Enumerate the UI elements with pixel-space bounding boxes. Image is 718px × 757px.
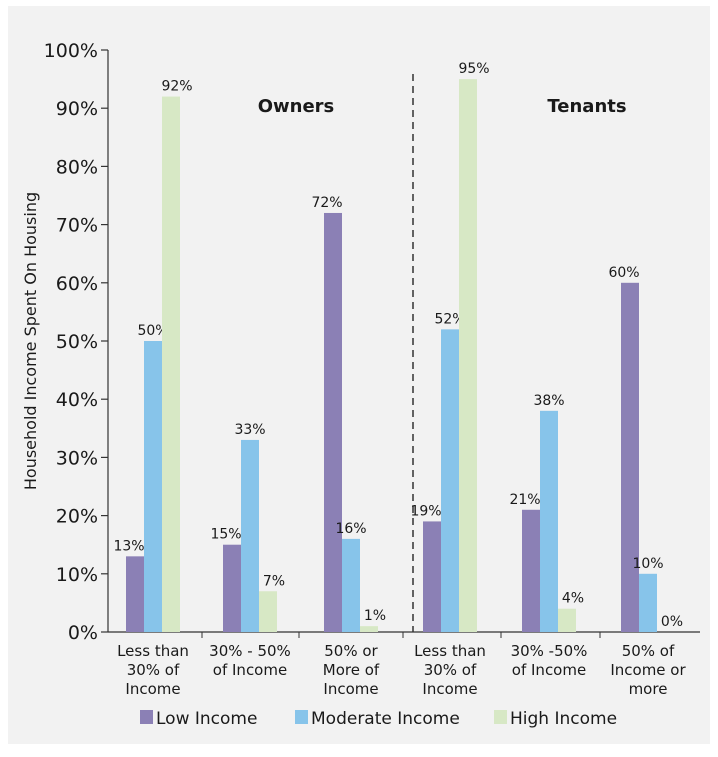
bar-moderate-income bbox=[342, 538, 360, 632]
x-category-label: more bbox=[629, 680, 668, 698]
x-category-label: 30% - 50% bbox=[209, 642, 291, 660]
bar-moderate-income bbox=[144, 341, 162, 632]
data-label: 15% bbox=[210, 527, 241, 543]
bar-high-income bbox=[360, 626, 378, 632]
bar-low-income bbox=[522, 509, 540, 632]
chart-frame: 0% 10% 20% 30% 40% 50% 60% 70% 80% 90% 100% Househo… bbox=[8, 6, 710, 744]
data-label: 21% bbox=[509, 492, 540, 508]
x-category-label: Income bbox=[323, 680, 378, 698]
data-label: 16% bbox=[335, 521, 366, 537]
x-category-label: 50% or bbox=[324, 642, 378, 660]
y-tick-label: 50% bbox=[56, 331, 98, 353]
data-label: 38% bbox=[533, 393, 564, 409]
legend-label-low-income: Low Income bbox=[156, 709, 257, 729]
bar-low-income bbox=[126, 556, 144, 632]
y-tick-label: 30% bbox=[56, 447, 98, 469]
x-category-label: More of bbox=[323, 661, 380, 679]
y-tick-label: 80% bbox=[56, 156, 98, 178]
x-category-label: Income bbox=[125, 680, 180, 698]
data-label: 19% bbox=[410, 503, 441, 519]
bar-low-income bbox=[324, 212, 342, 632]
bar-moderate-income bbox=[241, 439, 259, 632]
bar-low-income bbox=[223, 544, 241, 632]
y-tick-label: 90% bbox=[56, 98, 98, 120]
bar-moderate-income bbox=[540, 410, 558, 632]
data-label: 33% bbox=[234, 422, 265, 438]
x-category-label: of Income bbox=[512, 661, 586, 679]
bar-low-income bbox=[621, 282, 639, 632]
x-category-label: 50% of bbox=[622, 642, 675, 660]
data-label: 0% bbox=[661, 614, 683, 630]
data-label: 52% bbox=[434, 311, 465, 327]
x-category-label: 30% of bbox=[424, 661, 477, 679]
data-label: 1% bbox=[364, 608, 386, 624]
data-label: 50% bbox=[137, 323, 168, 339]
bar-high-income bbox=[459, 79, 477, 633]
data-label: 13% bbox=[113, 538, 144, 554]
x-category-label: Income bbox=[422, 680, 477, 698]
x-category-label: 30% of bbox=[127, 661, 180, 679]
data-label: 72% bbox=[311, 195, 342, 211]
y-tick-label: 0% bbox=[68, 622, 98, 644]
data-label: 10% bbox=[632, 556, 663, 572]
y-tick-label: 10% bbox=[56, 564, 98, 586]
x-category-label: Less than bbox=[414, 642, 486, 660]
y-axis-title: Household Income Spent On Housing bbox=[21, 192, 40, 490]
data-label: 92% bbox=[161, 79, 192, 95]
bar-high-income bbox=[259, 591, 277, 632]
legend-label-moderate-income: Moderate Income bbox=[311, 709, 460, 729]
bar-low-income bbox=[423, 521, 441, 632]
data-label: 95% bbox=[458, 61, 489, 77]
bar-moderate-income bbox=[441, 329, 459, 632]
legend-swatch-high-income bbox=[494, 710, 507, 724]
legend-label-high-income: High Income bbox=[510, 709, 617, 729]
data-label: 7% bbox=[263, 573, 285, 589]
group-label-tenants: Tenants bbox=[547, 96, 626, 117]
x-category-label: of Income bbox=[213, 661, 287, 679]
y-tick-label: 20% bbox=[56, 506, 98, 528]
x-category-label: 30% -50% bbox=[511, 642, 588, 660]
y-tick-label: 40% bbox=[56, 389, 98, 411]
x-category-label: Less than bbox=[117, 642, 189, 660]
bar-moderate-income bbox=[639, 573, 657, 632]
y-tick-label: 100% bbox=[44, 40, 98, 62]
bar-high-income bbox=[558, 608, 576, 632]
y-tick-label: 60% bbox=[56, 273, 98, 295]
legend-swatch-low-income bbox=[140, 710, 153, 724]
group-label-owners: Owners bbox=[258, 96, 335, 117]
y-tick-label: 70% bbox=[56, 215, 98, 237]
data-label: 4% bbox=[562, 591, 584, 607]
legend-swatch-moderate-income bbox=[295, 710, 308, 724]
x-category-label: Income or bbox=[610, 661, 686, 679]
data-label: 60% bbox=[608, 265, 639, 281]
bar-chart: 0% 10% 20% 30% 40% 50% 60% 70% 80% 90% 100% Househo… bbox=[21, 40, 700, 729]
bar-high-income bbox=[162, 96, 180, 632]
